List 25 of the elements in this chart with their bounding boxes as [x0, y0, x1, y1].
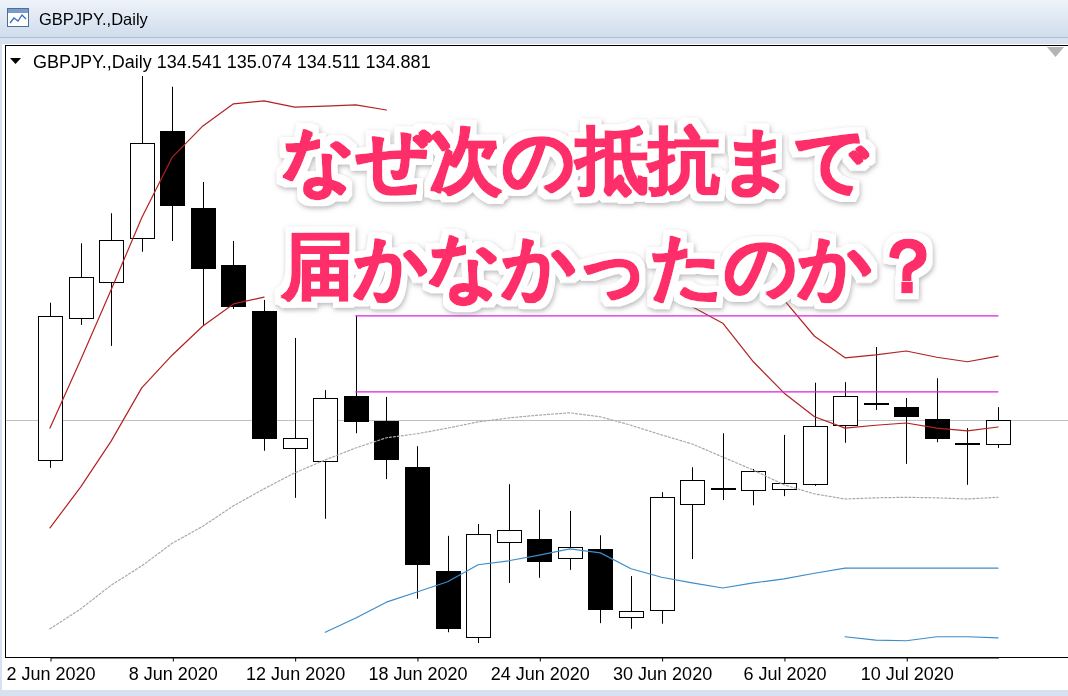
candlestick — [741, 468, 766, 506]
x-tick-label: 8 Jun 2020 — [128, 664, 218, 685]
x-tick-label: 10 Jul 2020 — [860, 664, 954, 685]
candlestick — [619, 575, 644, 630]
x-tick-label: 6 Jul 2020 — [743, 664, 827, 685]
annotation: なぜ次の抵抗まで — [282, 118, 869, 202]
candlestick — [925, 377, 950, 443]
x-tick-label: 24 Jun 2020 — [490, 664, 590, 685]
chart-title: GBPJPY.,Daily — [39, 10, 149, 28]
annotation: 届かなかったのか？ — [280, 224, 944, 308]
candlestick — [497, 483, 522, 584]
candlestick — [283, 337, 308, 499]
x-tick-label: 12 Jun 2020 — [246, 664, 346, 685]
candlestick — [986, 406, 1011, 449]
candlestick — [894, 397, 919, 465]
candlestick — [772, 434, 797, 497]
candlestick — [527, 509, 552, 579]
chart-subtitle: GBPJPY.,Daily 134.541 135.074 134.511 134.881 — [33, 52, 431, 72]
candlestick — [680, 466, 705, 560]
x-tick-label: 18 Jun 2020 — [368, 664, 468, 685]
candlestick — [864, 346, 889, 411]
candlestick — [955, 427, 980, 486]
x-tick-label: 30 Jun 2020 — [613, 664, 713, 685]
candlestick — [711, 432, 736, 501]
x-tick-label: 2 Jun 2020 — [6, 664, 96, 685]
